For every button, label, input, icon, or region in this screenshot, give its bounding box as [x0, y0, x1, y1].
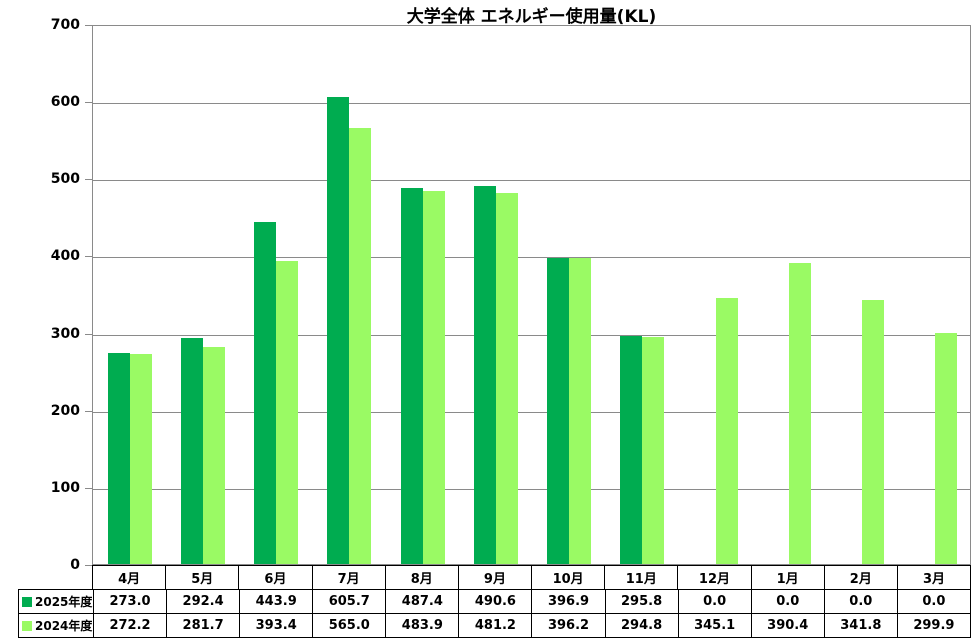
- value-cell: 0.0: [677, 590, 751, 613]
- gridline: [93, 488, 970, 490]
- gridline: [93, 411, 970, 413]
- bar-2024年度-12月: [715, 297, 738, 564]
- bar-2024年度-7月: [349, 128, 372, 564]
- plot-area: [92, 25, 971, 565]
- legend-swatch-icon: [22, 596, 32, 607]
- bar-2024年度-6月: [276, 260, 299, 564]
- series-row-2024年度: 2024年度 272.2 281.7 393.4 565.0 483.9 481.2 396.…: [18, 613, 971, 638]
- legend-cell: 2025年度: [19, 590, 93, 613]
- value-cell: 390.4: [750, 614, 824, 637]
- bar-2024年度-4月: [129, 354, 152, 564]
- bar-2025年度-7月: [327, 96, 350, 564]
- y-axis-tick: [85, 487, 92, 489]
- y-axis-tick: [85, 333, 92, 335]
- value-cell: 396.9: [531, 590, 604, 613]
- value-cell: 292.4: [166, 590, 239, 613]
- month-cell: 10月: [531, 566, 604, 589]
- month-cell: 12月: [677, 566, 750, 589]
- bar-2025年度-10月: [547, 257, 570, 564]
- bar-2025年度-5月: [180, 338, 203, 564]
- bar-2024年度-11月: [642, 336, 665, 564]
- value-cell: 487.4: [385, 590, 458, 613]
- y-axis-label: 700: [50, 17, 80, 33]
- y-axis-label: 400: [50, 248, 80, 265]
- series-row-2025年度: 2025年度 273.0 292.4 443.9 605.7 487.4 490.6 396.…: [18, 589, 971, 614]
- bar-2024年度-9月: [495, 192, 518, 564]
- month-cell: 5月: [165, 566, 238, 589]
- y-axis-label: 200: [50, 402, 80, 419]
- bar-2024年度-10月: [569, 258, 592, 564]
- bar-2024年度-8月: [422, 190, 445, 564]
- value-cell: 393.4: [239, 614, 312, 637]
- bar-2025年度-11月: [620, 335, 643, 564]
- bar-2025年度-8月: [400, 188, 423, 564]
- chart-title: 大学全体 エネルギー使用量(KL): [406, 7, 657, 27]
- legend-cell: 2024年度: [19, 614, 93, 637]
- legend-label: 2025年度: [35, 595, 93, 609]
- month-cell: 3月: [896, 566, 970, 589]
- y-axis-tick: [85, 25, 92, 26]
- value-cell: 341.8: [823, 614, 897, 637]
- month-cell: 9月: [457, 566, 531, 589]
- month-cell: 7月: [311, 566, 385, 589]
- value-cell: 0.0: [896, 590, 970, 613]
- value-cell: 294.8: [604, 614, 678, 637]
- month-cell: 1月: [750, 566, 824, 589]
- month-cell: 6月: [238, 566, 311, 589]
- y-axis-tick: [85, 565, 92, 566]
- y-axis-label: 500: [50, 171, 80, 188]
- value-cell: 0.0: [750, 590, 824, 613]
- value-cell: 605.7: [312, 590, 385, 613]
- gridline: [93, 257, 970, 259]
- month-header-row: 4月 5月 6月 7月 8月 9月 10月 11月 12月 1月 2月 3月: [92, 565, 971, 590]
- bar-2024年度-1月: [788, 262, 811, 564]
- value-cell: 443.9: [239, 590, 312, 613]
- bar-2024年度-5月: [202, 346, 225, 564]
- y-axis-label: 0: [70, 557, 80, 573]
- y-axis-tick: [85, 256, 92, 258]
- bar-2025年度-4月: [107, 353, 130, 564]
- value-cell: 0.0: [823, 590, 897, 613]
- y-axis-label: 100: [50, 479, 80, 496]
- bar-2024年度-3月: [935, 332, 958, 564]
- gridline: [93, 180, 970, 182]
- y-axis-label: 300: [50, 325, 80, 342]
- bar-2024年度-2月: [862, 300, 885, 564]
- value-cell: 481.2: [458, 614, 531, 637]
- value-cell: 295.8: [604, 590, 678, 613]
- value-cell: 490.6: [458, 590, 531, 613]
- legend-label: 2024年度: [35, 619, 93, 633]
- legend-swatch-icon: [22, 620, 32, 631]
- value-cell: 273.0: [93, 590, 166, 613]
- month-cell: 4月: [118, 572, 141, 587]
- y-axis-label: 600: [50, 94, 80, 111]
- value-cell: 483.9: [385, 614, 458, 637]
- value-cell: 272.2: [93, 614, 166, 637]
- y-axis-tick: [85, 179, 92, 181]
- value-cell: 281.7: [166, 614, 239, 637]
- y-axis-tick: [85, 102, 92, 104]
- bar-2025年度-6月: [254, 221, 277, 564]
- month-cell: 2月: [823, 566, 897, 589]
- gridline: [93, 334, 970, 336]
- value-cell: 345.1: [677, 614, 751, 637]
- value-cell: 299.9: [896, 614, 970, 637]
- month-cell: 11月: [604, 566, 677, 589]
- value-cell: 565.0: [312, 614, 385, 637]
- bar-2025年度-9月: [473, 185, 496, 564]
- month-cell: 8月: [384, 566, 458, 589]
- gridline: [93, 103, 970, 105]
- value-cell: 396.2: [531, 614, 604, 637]
- y-axis-tick: [85, 410, 92, 412]
